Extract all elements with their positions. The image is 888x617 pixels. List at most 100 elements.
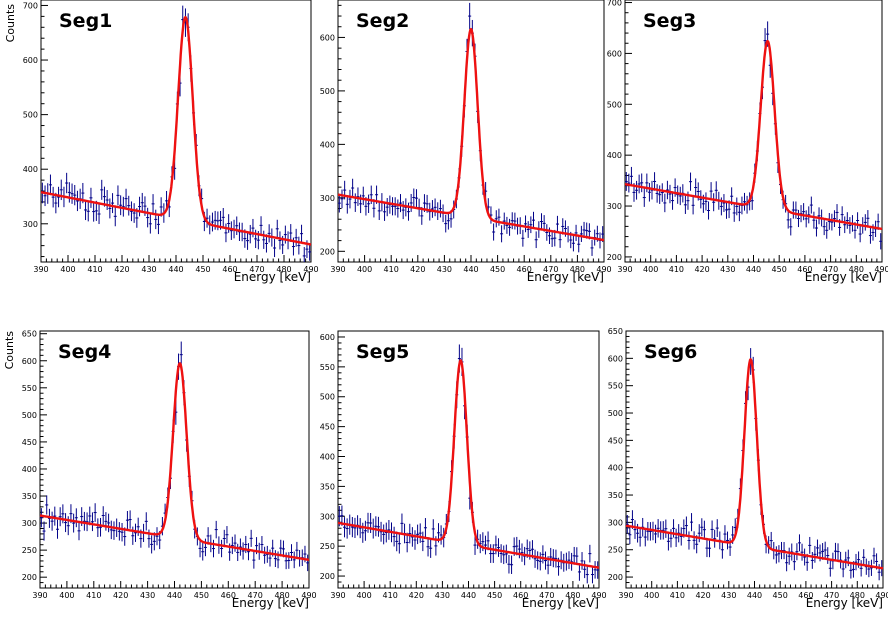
x-tick-label: 420: [114, 265, 129, 274]
x-axis-title: Energy [keV]: [232, 596, 309, 610]
x-tick-label: 430: [720, 265, 735, 274]
x-tick-label: 430: [721, 591, 736, 600]
y-tick-label: 550: [320, 363, 335, 372]
x-tick-label: 420: [113, 591, 128, 600]
x-tick-label: 450: [772, 265, 787, 274]
y-tick-label: 250: [608, 546, 623, 555]
x-tick-label: 440: [168, 265, 183, 274]
y-tick-label: 500: [22, 411, 37, 420]
x-tick-label: 390: [330, 265, 345, 274]
x-tick-label: 420: [409, 591, 424, 600]
fit-curve: [625, 358, 884, 570]
x-axis-title: Energy [keV]: [522, 596, 599, 610]
x-tick-label: 440: [747, 591, 762, 600]
fit-curve: [40, 15, 312, 246]
x-tick-label: 480: [570, 265, 585, 274]
x-tick-label: 450: [194, 591, 209, 600]
fit-curve: [39, 362, 310, 562]
y-tick-label: 200: [608, 573, 623, 582]
y-tick-label: 700: [23, 1, 38, 10]
x-tick-label: 390: [32, 591, 47, 600]
y-tick-label: 600: [320, 333, 335, 342]
panel-seg6: 390 400 410 420 430 440 450 460 470 480 490 200 250 3…: [608, 327, 888, 610]
x-tick-label: 390: [33, 265, 48, 274]
segment-label: Seg3: [643, 10, 696, 32]
y-tick-label: 300: [22, 519, 37, 528]
x-tick-label: 480: [274, 591, 289, 600]
y-tick-label: 650: [608, 327, 623, 336]
x-tick-label: 410: [384, 265, 399, 274]
x-tick-label: 480: [849, 265, 864, 274]
x-tick-label: 480: [565, 591, 580, 600]
x-tick-label: 460: [513, 591, 528, 600]
x-tick-label: 450: [773, 591, 788, 600]
segment-label: Seg4: [58, 341, 111, 363]
y-tick-label: 300: [320, 194, 335, 203]
x-tick-label: 440: [167, 591, 182, 600]
y-tick-label: 600: [23, 56, 38, 65]
x-tick-label: 400: [644, 591, 659, 600]
y-tick-label: 300: [607, 202, 622, 211]
panel-seg4: 390 400 410 420 430 440 450 460 470 480 490 200 250 3…: [3, 330, 317, 610]
x-tick-label: 480: [276, 265, 291, 274]
x-tick-label: 460: [222, 265, 237, 274]
x-axis-title: Energy [keV]: [527, 270, 604, 284]
y-tick-label: 400: [320, 140, 335, 149]
panel-seg3: 390 400 410 420 430 440 450 460 470 480 490 200 300 4…: [607, 0, 888, 284]
y-tick-label: 400: [320, 453, 335, 462]
y-tick-label: 550: [608, 382, 623, 391]
x-tick-label: 490: [591, 591, 606, 600]
y-tick-label: 400: [23, 165, 38, 174]
y-tick-label: 200: [22, 573, 37, 582]
segment-label: Seg2: [356, 10, 409, 32]
y-tick-label: 300: [23, 220, 38, 229]
y-tick-label: 600: [22, 357, 37, 366]
y-tick-label: 400: [22, 465, 37, 474]
x-tick-label: 400: [357, 265, 372, 274]
x-tick-label: 470: [248, 591, 263, 600]
x-tick-label: 410: [669, 265, 684, 274]
y-tick-label: 500: [320, 393, 335, 402]
x-tick-label: 480: [850, 591, 865, 600]
y-axis-title: Counts: [3, 331, 16, 370]
y-tick-label: 300: [608, 518, 623, 527]
y-tick-label: 200: [320, 572, 335, 581]
x-tick-label: 440: [461, 591, 476, 600]
segment-label: Seg6: [644, 341, 697, 363]
x-tick-label: 430: [141, 265, 156, 274]
fit-curve: [337, 359, 600, 569]
x-tick-label: 470: [824, 591, 839, 600]
y-tick-label: 500: [23, 111, 38, 120]
panel-seg1: 390 400 410 420 430 440 450 460 470 480 490 300 400 5…: [4, 0, 319, 284]
x-tick-label: 420: [695, 591, 710, 600]
y-tick-label: 350: [22, 492, 37, 501]
x-tick-label: 490: [301, 591, 316, 600]
x-tick-label: 420: [694, 265, 709, 274]
y-tick-label: 600: [320, 33, 335, 42]
panel-seg2: 390 400 410 420 430 440 450 460 470 480 490 200 300 4…: [320, 0, 612, 284]
panel-seg5: 390 400 410 420 430 440 450 460 470 480 490 200 250 3…: [320, 330, 607, 610]
x-axis-title: Energy [keV]: [805, 270, 882, 284]
x-tick-label: 430: [437, 265, 452, 274]
y-tick-label: 200: [607, 253, 622, 262]
y-tick-label: 450: [320, 423, 335, 432]
y-tick-label: 250: [22, 546, 37, 555]
x-tick-label: 490: [875, 591, 888, 600]
y-tick-label: 450: [608, 436, 623, 445]
x-tick-label: 450: [487, 591, 502, 600]
y-tick-label: 200: [320, 247, 335, 256]
x-axis-title: Energy [keV]: [234, 270, 311, 284]
y-tick-label: 350: [608, 491, 623, 500]
x-tick-label: 390: [617, 265, 632, 274]
x-tick-label: 460: [221, 591, 236, 600]
y-axis-title: Counts: [4, 4, 17, 43]
x-tick-label: 410: [383, 591, 398, 600]
y-tick-label: 400: [607, 151, 622, 160]
y-tick-label: 450: [22, 438, 37, 447]
fit-curve: [337, 27, 605, 242]
x-tick-label: 440: [463, 265, 478, 274]
x-tick-label: 490: [596, 265, 611, 274]
x-tick-label: 490: [303, 265, 318, 274]
y-tick-label: 700: [607, 0, 622, 8]
